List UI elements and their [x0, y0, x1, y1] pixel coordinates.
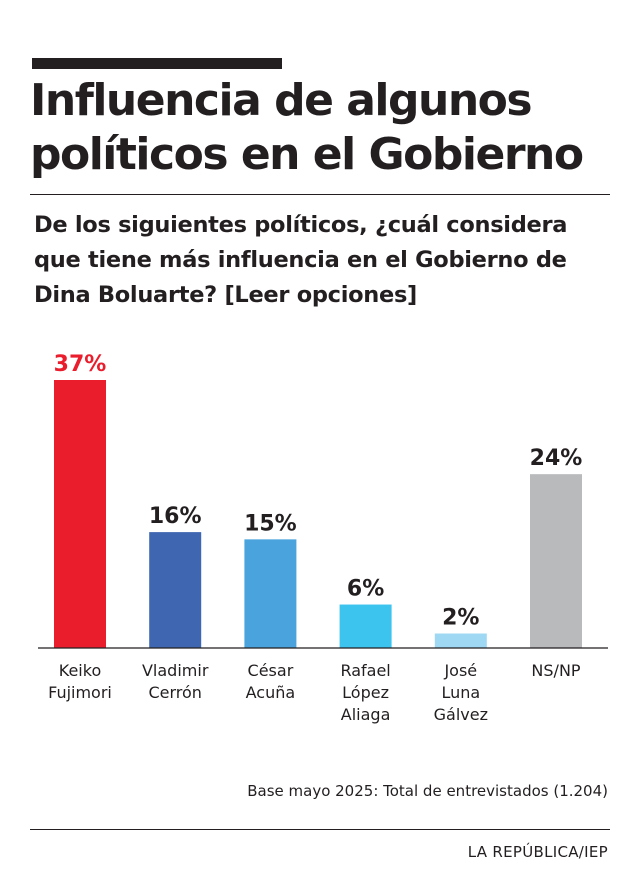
footer-divider — [30, 829, 610, 830]
data-label: 2% — [442, 606, 479, 631]
chart-title: Influencia de algunos políticos en el Go… — [30, 75, 584, 180]
category-label: Rafael — [340, 661, 390, 680]
category-label: César — [248, 661, 294, 680]
data-label: 6% — [347, 577, 384, 602]
bar — [244, 539, 297, 648]
data-label: 24% — [530, 446, 583, 471]
bar — [530, 474, 582, 648]
category-label: Acuña — [246, 683, 296, 702]
category-label: Vladimir — [142, 661, 209, 680]
category-label: Aliaga — [341, 705, 391, 724]
base-note: Base mayo 2025: Total de entrevistados (… — [247, 782, 608, 800]
chart-subtitle: De los siguientes políticos, ¿cuál consi… — [34, 212, 568, 308]
category-label: Fujimori — [48, 683, 112, 702]
bar-chart: 37% Keiko Fujimori 16% Vladimir Cerrón 15% Césa… — [38, 352, 608, 724]
data-label: 15% — [244, 511, 297, 536]
category-label: NS/NP — [531, 661, 580, 680]
category-label: Gálvez — [434, 705, 488, 724]
bar — [54, 380, 106, 648]
data-label: 37% — [54, 352, 107, 377]
source-credit: LA REPÚBLICA/IEP — [467, 843, 608, 861]
data-label: 16% — [149, 504, 202, 529]
category-label: López — [342, 683, 389, 702]
category-label: Luna — [441, 683, 480, 702]
title-divider — [30, 194, 610, 195]
category-label: Keiko — [59, 661, 101, 680]
bar — [339, 604, 392, 648]
category-label: José — [443, 661, 477, 680]
category-label: Cerrón — [148, 683, 201, 702]
bar — [149, 532, 202, 648]
bar — [434, 633, 487, 648]
title-accent-bar — [32, 58, 282, 69]
